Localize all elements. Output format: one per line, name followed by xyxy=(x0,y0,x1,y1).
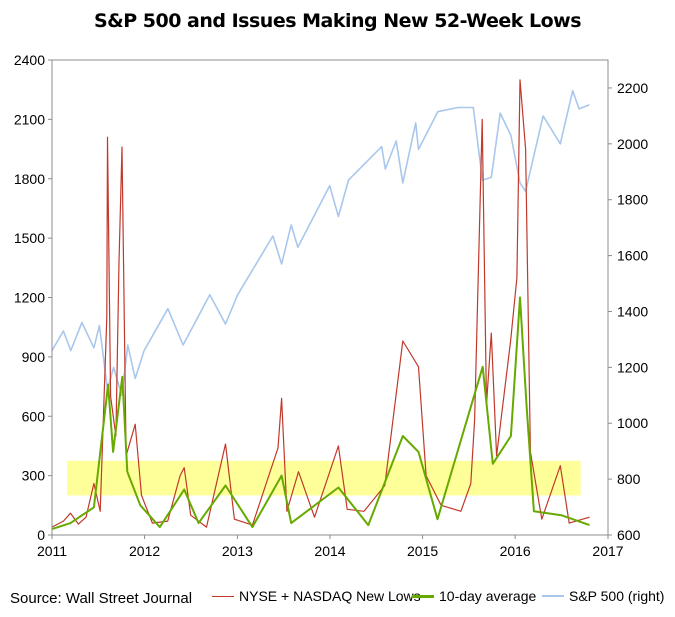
x-tick-label: 2012 xyxy=(129,543,160,559)
y-right-tick-label: 1200 xyxy=(617,359,648,375)
x-tick-label: 2015 xyxy=(407,543,438,559)
y-right-tick-label: 2000 xyxy=(617,136,648,152)
x-tick-label: 2011 xyxy=(37,543,67,559)
legend-label-sp500: S&P 500 (right) xyxy=(569,588,665,604)
y-left-tick-label: 1200 xyxy=(14,290,45,306)
legend-swatch-new-lows xyxy=(212,595,234,597)
y-right-tick-label: 1600 xyxy=(617,248,648,264)
legend-swatch-sp500 xyxy=(542,595,564,597)
legend-label-10-day-average: 10-day average xyxy=(439,588,537,604)
legend-label-new-lows: NYSE + NASDAQ New Lows xyxy=(239,588,421,604)
source-note: Source: Wall Street Journal xyxy=(10,590,193,607)
x-tick-label: 2016 xyxy=(500,543,531,559)
y-left-tick-label: 2400 xyxy=(14,52,45,68)
y-right-tick-label: 1400 xyxy=(617,303,648,319)
y-left-tick-label: 1800 xyxy=(14,171,45,187)
series-line-10-day-average xyxy=(51,296,590,531)
x-tick-label: 2013 xyxy=(222,543,253,559)
y-right-tick-label: 600 xyxy=(617,527,641,543)
y-left-tick-label: 2100 xyxy=(14,111,45,127)
legend-swatch-10-day-average xyxy=(412,594,434,598)
y-right-tick-label: 1000 xyxy=(617,415,648,431)
x-tick-label: 2014 xyxy=(314,543,345,559)
y-right-tick-label: 800 xyxy=(617,471,641,487)
y-left-tick-label: 300 xyxy=(22,468,46,484)
y-left-tick-label: 600 xyxy=(22,408,46,424)
y-right-tick-label: 2200 xyxy=(617,80,648,96)
y-left-tick-label: 900 xyxy=(22,349,46,365)
y-right-tick-label: 1800 xyxy=(617,192,648,208)
legend-item-new-lows: NYSE + NASDAQ New Lows xyxy=(212,588,421,604)
legend-item-sp500: S&P 500 (right) xyxy=(542,588,664,604)
series-line-sp500 xyxy=(51,89,590,397)
y-left-tick-label: 0 xyxy=(37,527,45,543)
chart-title: S&P 500 and Issues Making New 52-Week Lo… xyxy=(93,10,582,32)
legend-item-10-day-average: 10-day average xyxy=(412,588,536,604)
x-tick-label: 2017 xyxy=(592,543,623,559)
series-line-new-lows xyxy=(51,79,590,528)
y-left-tick-label: 1500 xyxy=(14,230,45,246)
